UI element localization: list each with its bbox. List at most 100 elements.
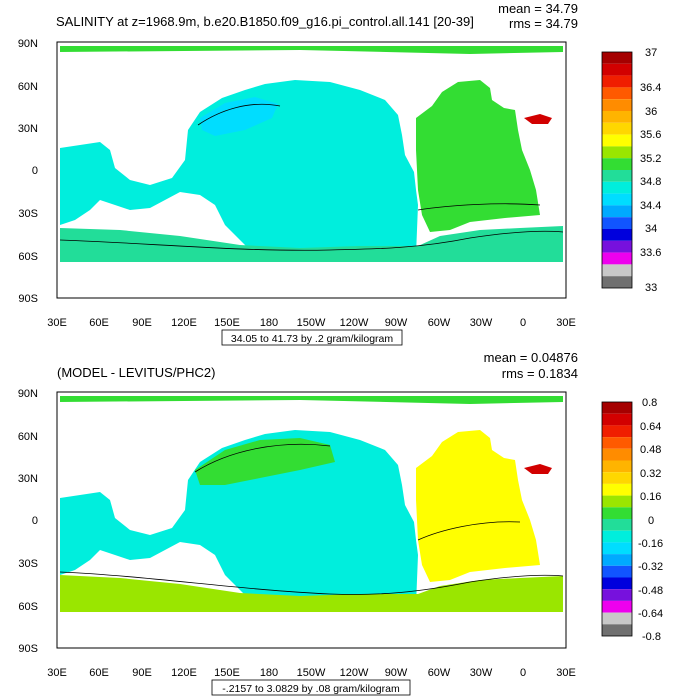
colorbar-swatch [602,519,632,531]
southern-ocean [60,575,563,612]
colorbar-swatch [602,229,632,241]
rms-label: rms = 34.79 [509,16,578,31]
map-frame [56,41,567,299]
colorbar-label: 34 [645,223,657,235]
lon-tick-label: 120W [340,667,369,679]
colorbar-label: -0.16 [638,538,663,550]
mediterranean-sea [524,114,552,124]
colorbar-swatch [602,624,632,636]
difference-map [56,391,567,649]
colorbar-label: 0.16 [640,491,661,503]
lat-tick-label: 0 [32,165,38,177]
colorbar-swatch [602,52,632,64]
contour-line [197,103,281,126]
longitude-axis: 30E 60E 90E 120E 150E 180 150W 120W 90W … [47,667,576,679]
mean-label: mean = 34.79 [498,1,578,16]
colorbar-swatch [602,205,632,218]
colorbar-swatch [602,413,632,426]
atlantic-ocean [416,430,540,582]
colorbar-swatch [602,448,632,461]
colorbar-label: 0.8 [642,397,657,409]
colorbar-label: 0.64 [640,421,661,433]
lon-tick-label: 150W [297,317,326,329]
colorbar-swatch [602,252,632,265]
lat-tick-label: 30S [18,558,38,570]
atlantic-ocean [416,80,540,232]
colorbar-swatch [602,63,632,76]
colorbar-swatch [602,170,632,182]
salinity-panel: SALINITY at z=1968.9m, b.e20.B1850.f09_g… [18,1,661,346]
lat-tick-label: 30N [18,123,38,135]
colorbar-label: 0 [648,515,654,527]
salinity-map [56,41,567,299]
contour-line [59,571,564,595]
mean-label: mean = 0.04876 [484,350,578,365]
colorbar-swatch [602,99,632,111]
colorbar-label: 0.32 [640,468,661,480]
colorbar-swatch [602,542,632,555]
colorbar-label: 35.2 [640,153,661,165]
range-caption-box [211,679,411,696]
lat-tick-label: 60N [18,81,38,93]
lat-tick-label: 60N [18,431,38,443]
mediterranean-sea [524,464,552,474]
colorbar-label: 0.48 [640,444,661,456]
colorbar-swatch [602,600,632,613]
lon-tick-label: 180 [260,317,278,329]
lon-tick-label: 30W [470,667,493,679]
colorbar-swatch [602,122,632,135]
colorbar-swatch [602,577,632,590]
colorbar-swatch [602,134,632,147]
colorbar-swatch [602,264,632,277]
colorbar-swatch [602,276,632,288]
range-caption-box [221,329,403,346]
colorbar-swatch [602,530,632,543]
panel-title: (MODEL - LEVITUS/PHC2) [57,365,215,380]
contour-line [194,443,331,473]
colorbar-swatch [602,87,632,100]
range-caption: -.2157 to 3.0829 by .08 gram/kilogram [222,683,400,695]
colorbar-label: -0.48 [638,585,663,597]
lon-tick-label: 30E [47,667,67,679]
lon-tick-label: 30W [470,317,493,329]
colorbar-swatch [602,565,632,578]
colorbar-swatch [602,217,632,229]
lon-tick-label: 90W [385,317,408,329]
lon-tick-label: 180 [260,667,278,679]
lon-tick-label: 0 [520,317,526,329]
panel-title: SALINITY at z=1968.9m, b.e20.B1850.f09_g… [56,14,474,29]
colorbar-swatch [602,437,632,449]
lon-tick-label: 90E [132,317,152,329]
rms-label: rms = 0.1834 [502,366,578,381]
colorbar-label: -0.8 [642,631,661,643]
lat-tick-label: 30S [18,208,38,220]
latitude-axis: 90N 60N 30N 0 30S 60S 90S [18,38,38,305]
colorbar-swatch [602,75,632,88]
lon-tick-label: 120E [171,317,197,329]
arctic-ocean [60,46,563,54]
lon-tick-label: 30E [556,317,576,329]
colorbar-swatch [602,111,632,123]
range-caption: 34.05 to 41.73 by .2 gram/kilogram [231,333,394,345]
colorbar-label: -0.32 [638,561,663,573]
colorbar-label: 35.6 [640,129,661,141]
colorbar-swatch [602,554,632,566]
difference-panel: (MODEL - LEVITUS/PHC2) mean = 0.04876 rm… [18,350,663,696]
lon-tick-label: 60W [428,317,451,329]
colorbar-swatch [602,181,632,194]
colorbar-label: 36 [645,106,657,118]
colorbar-label: 33.6 [640,247,661,259]
latitude-axis: 90N 60N 30N 0 30S 60S 90S [18,388,38,655]
colorbar-swatch [602,146,632,159]
lon-tick-label: 30E [556,667,576,679]
colorbar-swatch [602,589,632,601]
lon-tick-label: 30E [47,317,67,329]
colorbar-frame [601,401,633,637]
colorbar-label: 34.8 [640,176,661,188]
contour-line [417,203,541,211]
southern-ocean [60,226,563,262]
colorbar-swatch [602,158,632,170]
longitude-axis: 30E 60E 90E 120E 150E 180 150W 120W 90W … [47,317,576,329]
colorbar-label: 33 [645,282,657,294]
lon-tick-label: 60E [89,317,109,329]
